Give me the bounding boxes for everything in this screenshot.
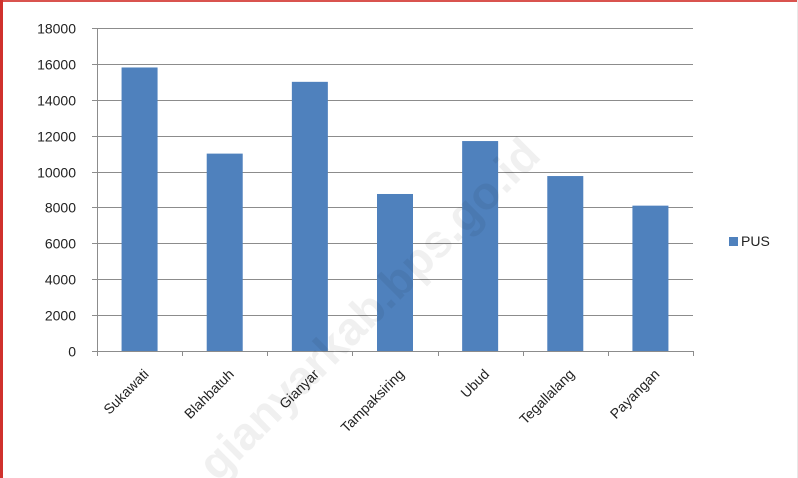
bar-blahbatuh bbox=[206, 153, 243, 351]
y-tick-label: 8000 bbox=[45, 200, 76, 216]
x-tick-labels: Sukawati Blahbatuh Gianyar Tampaksiring Ubud… bbox=[100, 366, 662, 436]
y-tick-label: 10000 bbox=[37, 165, 76, 181]
x-tick-label: Tegallalang bbox=[516, 366, 577, 427]
y-tick-label: 2000 bbox=[45, 308, 76, 324]
legend-label: PUS bbox=[741, 233, 770, 249]
bar-tampaksiring bbox=[377, 193, 413, 351]
bar-sukawati bbox=[121, 67, 158, 351]
y-tick-label: 18000 bbox=[37, 21, 76, 37]
bar-ubud bbox=[462, 141, 499, 351]
y-tick-label: 0 bbox=[68, 344, 76, 360]
y-tick-label: 14000 bbox=[37, 93, 76, 109]
bar-gianyar bbox=[291, 81, 328, 351]
y-tick-label: 4000 bbox=[45, 272, 76, 288]
y-tick-labels: 0 2000 4000 6000 8000 10000 12000 14000 16000 180… bbox=[37, 21, 76, 360]
axes bbox=[92, 28, 694, 356]
y-tick-label: 12000 bbox=[37, 129, 76, 145]
y-tick-label: 16000 bbox=[37, 57, 76, 73]
bars bbox=[121, 67, 669, 351]
legend-swatch bbox=[729, 237, 738, 246]
x-tick-label: Payangan bbox=[607, 366, 663, 422]
x-tick-label: Tampaksiring bbox=[337, 366, 407, 436]
x-tick-label: Ubud bbox=[457, 366, 492, 401]
bar-payangan bbox=[632, 205, 669, 351]
y-tick-label: 6000 bbox=[45, 236, 76, 252]
bar-tegallalang bbox=[547, 176, 584, 351]
frame-left-border bbox=[0, 0, 3, 478]
x-tick-label: Sukawati bbox=[100, 366, 151, 417]
legend: PUS bbox=[729, 233, 770, 249]
frame-top-border bbox=[0, 0, 798, 2]
